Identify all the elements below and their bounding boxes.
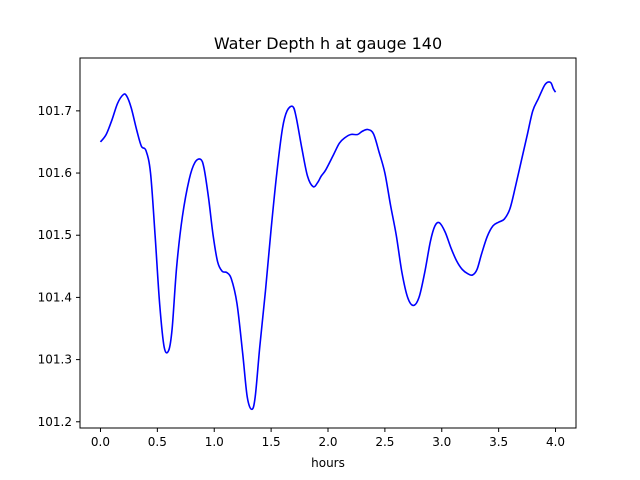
y-axis: 101.2 101.3 101.4 101.5 101.6 101.7 [38, 104, 80, 429]
x-tick-label: 2.5 [375, 435, 394, 449]
x-tick-label: 3.0 [432, 435, 451, 449]
x-tick-label: 0.5 [148, 435, 167, 449]
x-axis-label: hours [311, 456, 345, 470]
plot-area [99, 81, 557, 411]
y-tick-label: 101.7 [38, 104, 72, 118]
x-tick-label: 1.5 [262, 435, 281, 449]
x-axis: 0.0 0.5 1.0 1.5 2.0 2.5 3.0 3.5 4.0 [91, 428, 565, 449]
y-tick-label: 101.2 [38, 415, 72, 429]
y-tick-label: 101.3 [38, 353, 72, 367]
x-tick-label: 0.0 [91, 435, 110, 449]
series-line-0 [99, 81, 557, 411]
y-tick-label: 101.4 [38, 290, 72, 304]
y-tick-label: 101.5 [38, 228, 72, 242]
x-tick-label: 2.0 [318, 435, 337, 449]
x-tick-label: 3.5 [489, 435, 508, 449]
chart-title: Water Depth h at gauge 140 [214, 34, 442, 53]
y-tick-label: 101.6 [38, 166, 72, 180]
x-tick-label: 1.0 [205, 435, 224, 449]
x-tick-label: 4.0 [546, 435, 565, 449]
